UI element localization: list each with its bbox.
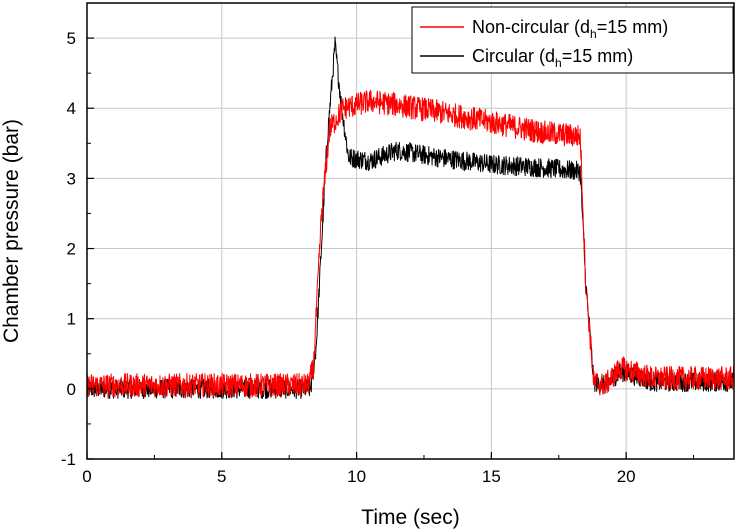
y-tick-label: -1 — [61, 450, 76, 469]
series-line-circular — [86, 36, 735, 400]
y-tick-label: 4 — [67, 99, 76, 118]
legend: Non-circular (dh=15 mm) Circular (dh=15 … — [411, 6, 734, 74]
x-tick-label: 15 — [482, 467, 501, 486]
legend-label-main: Non-circular (d — [472, 17, 590, 37]
y-tick-label: 1 — [67, 310, 76, 329]
plot-frame — [86, 2, 735, 460]
legend-label-tail: =15 mm) — [562, 46, 634, 66]
x-tick-label: 20 — [617, 467, 636, 486]
x-tick-label: 10 — [347, 467, 366, 486]
y-tick-label: 0 — [67, 380, 76, 399]
x-tick-label: 0 — [82, 467, 91, 486]
legend-label-tail: =15 mm) — [597, 17, 669, 37]
ticks: 0 5 10 15 20 -1 0 1 2 3 4 5 — [61, 29, 695, 486]
legend-label-non-circular: Non-circular (dh=15 mm) — [472, 17, 668, 41]
legend-box — [411, 6, 734, 74]
legend-label-subscript: h — [555, 56, 562, 70]
y-tick-label: 3 — [67, 169, 76, 188]
y-tick-label: 2 — [67, 240, 76, 259]
legend-label-circular: Circular (dh=15 mm) — [472, 46, 633, 70]
x-tick-label: 5 — [217, 467, 226, 486]
series-layer — [86, 36, 735, 400]
legend-label-subscript: h — [590, 27, 597, 41]
legend-label-main: Circular (d — [472, 46, 555, 66]
series-line-non-circular — [86, 89, 735, 398]
y-axis-title: Chamber pressure (bar) — [0, 119, 23, 343]
x-axis-title: Time (sec) — [361, 506, 459, 529]
y-tick-label: 5 — [67, 29, 76, 48]
